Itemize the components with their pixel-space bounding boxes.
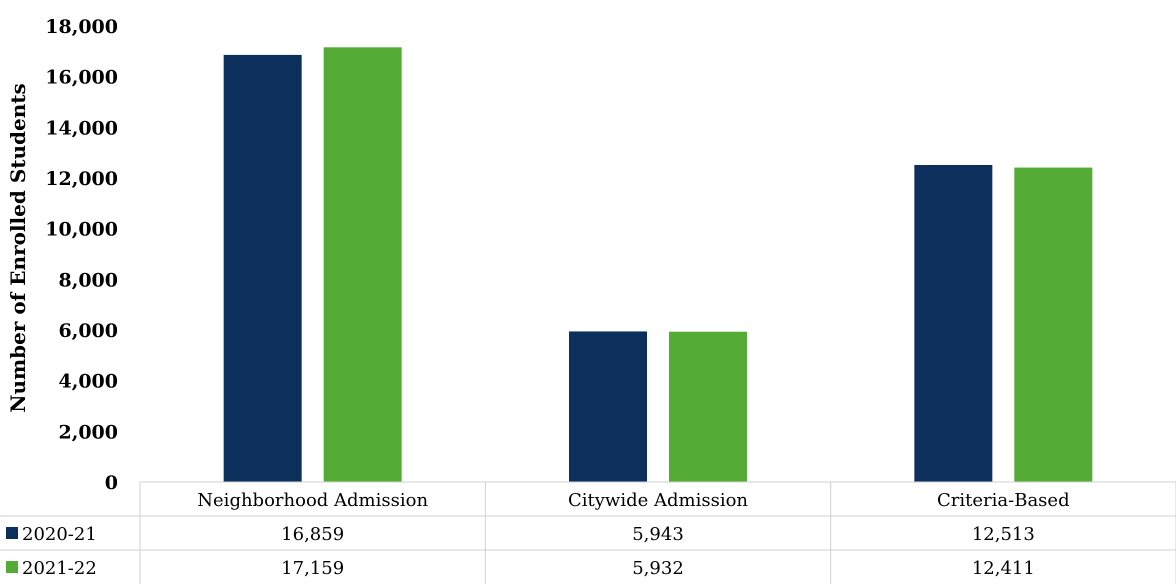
legend-swatch — [6, 527, 18, 539]
data-label: 12,513 — [972, 524, 1035, 545]
y-tick-label: 14,000 — [45, 117, 118, 139]
legend-label: 2021-22 — [22, 558, 97, 579]
bar-2021-22-0 — [323, 47, 402, 483]
category-label: Criteria-Based — [937, 490, 1070, 511]
bars — [223, 47, 1093, 483]
bar-2021-22-2 — [1014, 167, 1093, 482]
data-table: Neighborhood Admission Citywide Admission… — [0, 481, 1176, 584]
data-label: 17,159 — [281, 558, 344, 579]
y-tick-label: 2,000 — [59, 421, 119, 443]
y-tick-label: 4,000 — [59, 371, 119, 393]
legend-swatch — [6, 561, 18, 573]
data-label: 16,859 — [281, 524, 344, 545]
data-label: 5,932 — [632, 558, 684, 579]
bar-2020-21-0 — [223, 54, 302, 482]
data-label: 12,411 — [972, 558, 1035, 579]
y-tick-label: 8,000 — [59, 269, 119, 291]
bar-2021-22-1 — [669, 331, 747, 482]
y-axis-label: Number of Enrolled Students — [6, 83, 30, 413]
y-axis: 0 2,000 4,000 6,000 8,000 10,000 12,000 14,000 1… — [45, 16, 118, 494]
y-tick-label: 10,000 — [45, 219, 118, 241]
y-tick-label: 0 — [105, 472, 118, 494]
y-tick-label: 12,000 — [45, 168, 118, 190]
y-tick-label: 6,000 — [59, 320, 119, 342]
data-label: 5,943 — [632, 524, 684, 545]
y-tick-label: 16,000 — [45, 67, 118, 89]
bar-2020-21-1 — [569, 331, 647, 482]
bar-2020-21-2 — [914, 165, 993, 482]
category-label: Citywide Admission — [568, 490, 748, 511]
legend-label: 2020-21 — [22, 524, 97, 545]
category-label: Neighborhood Admission — [197, 490, 428, 511]
y-tick-label: 18,000 — [45, 16, 118, 38]
